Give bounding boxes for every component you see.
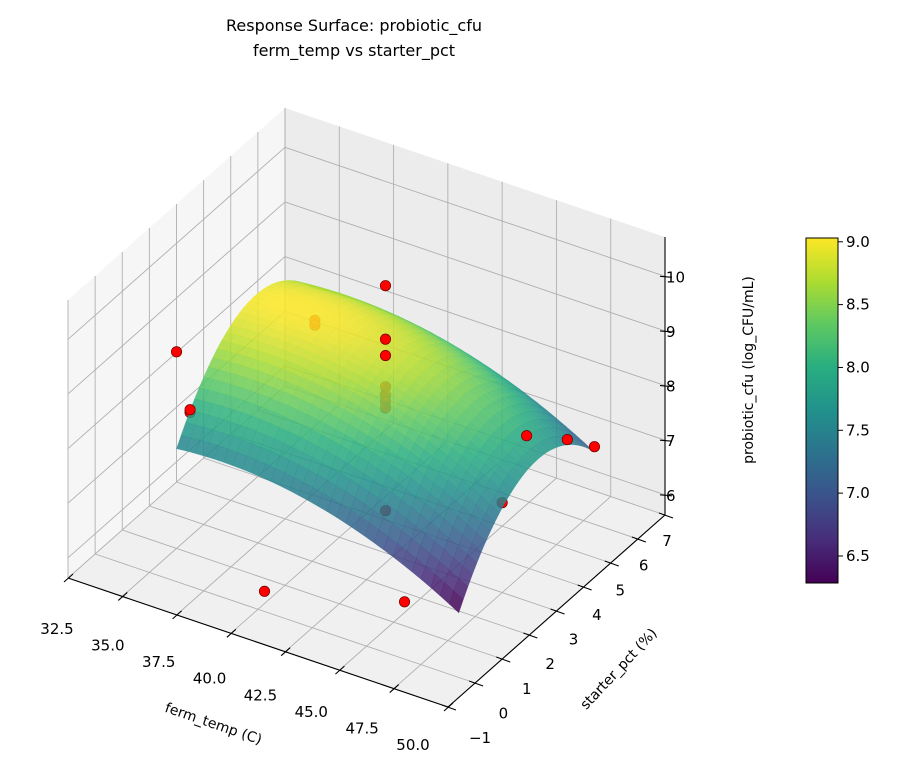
data-point	[379, 280, 392, 292]
gridline-y-floor	[176, 481, 557, 612]
y-tick-mark	[631, 536, 647, 543]
data-point	[561, 434, 573, 446]
gridline-z-back	[284, 201, 666, 332]
z-tick-label: 9	[666, 323, 676, 341]
colorbar-tick-label: 6.5	[846, 547, 870, 565]
data-point	[379, 333, 392, 345]
z-tick-label: 6	[666, 487, 676, 505]
x-tick-mark	[226, 628, 237, 638]
x-tick-label: 32.5	[40, 620, 73, 638]
y-tick-mark	[523, 632, 538, 639]
gridline-z-back	[284, 256, 666, 386]
points-in-front	[170, 280, 600, 597]
x-axis-label: ferm_temp (C)	[163, 700, 264, 748]
tick-labels: 32.5 35.0 37.5 40.0 42.5 45.0 47.5 50.0 −1 012345…	[40, 268, 685, 754]
chart-title: Response Surface: probiotic_cfu	[226, 16, 482, 36]
colorbar-tick-label: 9.0	[846, 233, 870, 251]
y-tick-mark	[468, 680, 484, 687]
z-axis-label: probiotic_cfu (log_CFU/mL)	[741, 276, 757, 464]
y-tick-mark	[496, 656, 511, 663]
gridline-z-back	[284, 146, 666, 277]
data-point	[521, 430, 533, 442]
y-tick-label: 6	[639, 557, 649, 575]
colorbar-tick-label: 8.5	[846, 296, 870, 314]
y-tick-mark	[550, 608, 565, 615]
gridline-y-floor	[122, 529, 503, 660]
y-tick-label: 2	[545, 655, 555, 673]
y-tick-label: 0	[499, 704, 509, 722]
data-point	[184, 404, 196, 416]
x-tick-mark	[280, 647, 291, 657]
colorbar: 6.5 7.0 7.5 8.0 8.5 9.0	[805, 233, 870, 584]
x-tick-mark	[172, 610, 182, 620]
x-tick-label: 45.0	[295, 703, 328, 721]
axis-lines	[63, 237, 674, 712]
y-axis-label: starter_pct (%)	[578, 626, 661, 714]
colorbar-gradient	[805, 237, 839, 584]
y-tick-label: 7	[662, 532, 672, 550]
x-tick-label: 50.0	[396, 736, 429, 754]
z-tick-mark	[659, 275, 673, 278]
x-axis-line	[67, 577, 449, 708]
x-tick-mark	[389, 684, 400, 693]
colorbar-tick-label: 7.0	[846, 484, 870, 502]
gridline-z-left	[67, 201, 286, 395]
colorbar-tick-label: 7.5	[846, 421, 870, 439]
x-tick-mark	[63, 573, 74, 583]
data-point	[170, 346, 183, 358]
y-tick-label: 3	[569, 631, 579, 649]
z-tick-mark	[659, 439, 673, 442]
y-tick-label: −1	[469, 729, 491, 747]
gridline-y-floor	[94, 553, 476, 684]
y-tick-mark	[658, 512, 674, 519]
response-surface	[176, 280, 595, 614]
z-tick-label: 7	[666, 432, 676, 450]
z-tick-label: 8	[666, 378, 676, 396]
gridline-y-floor	[149, 505, 530, 636]
colorbar-tick-label: 8.0	[846, 358, 870, 376]
x-tick-label: 40.0	[193, 670, 226, 688]
data-point	[588, 441, 600, 453]
x-tick-mark	[335, 665, 345, 675]
y-tick-label: 4	[592, 606, 602, 624]
gridline-z-left	[67, 146, 286, 340]
z-tick-mark	[659, 494, 673, 497]
data-point	[379, 350, 392, 362]
x-tick-label: 42.5	[244, 686, 277, 704]
surface-patch	[449, 590, 464, 614]
z-tick-mark	[659, 330, 673, 333]
y-tick-label: 5	[615, 581, 625, 599]
data-point	[258, 585, 271, 597]
z-tick-label: 10	[666, 268, 685, 286]
y-tick-mark	[577, 584, 592, 591]
chart-subtitle: ferm_temp vs starter_pct	[253, 41, 455, 61]
x-tick-label: 47.5	[345, 719, 378, 737]
x-tick-label: 35.0	[91, 637, 124, 655]
y-tick-label: 1	[522, 680, 532, 698]
data-point	[398, 596, 411, 608]
z-tick-mark	[659, 385, 673, 388]
x-tick-mark	[117, 592, 128, 601]
y-tick-mark	[604, 560, 619, 567]
y-tick-mark	[441, 704, 457, 711]
x-tick-label: 37.5	[142, 653, 175, 671]
